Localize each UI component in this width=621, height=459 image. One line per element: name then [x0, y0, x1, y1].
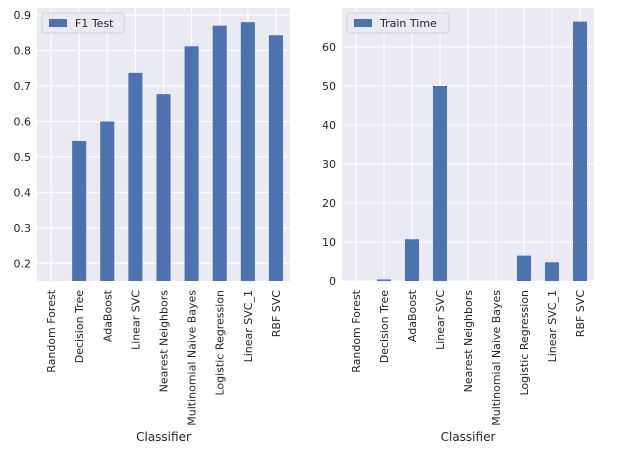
- x-tick-label: AdaBoost: [101, 289, 114, 342]
- y-tick-label: 10: [322, 236, 336, 249]
- x-axis-label: Classifier: [136, 430, 191, 444]
- x-tick-label: Logistic Regression: [518, 290, 531, 396]
- bar-linear-svc[interactable]: [128, 72, 143, 281]
- bar-linear-svc-1[interactable]: [240, 22, 255, 281]
- x-tick-label: RBF SVC: [270, 290, 283, 338]
- legend: Train Time: [346, 12, 450, 34]
- x-tick-label: Random Forest: [350, 289, 363, 372]
- x-tick-label: Logistic Regression: [214, 290, 227, 396]
- x-tick-label: Decision Tree: [73, 290, 86, 363]
- y-tick-label: 60: [322, 41, 336, 54]
- legend-swatch: [49, 19, 67, 27]
- x-tick-label: Multinomial Naive Bayes: [490, 290, 503, 426]
- y-tick-label: 40: [322, 119, 336, 132]
- legend-label: F1 Test: [75, 17, 114, 30]
- bar-adaboost[interactable]: [100, 121, 115, 281]
- x-tick-label: Nearest Neighbors: [158, 290, 171, 393]
- x-tick-label: Linear SVC: [129, 290, 142, 350]
- chart-panel-1: 0.2 0.3 0.4 0.5 0.6 0.7 0.8 0.9 Random Forest Dec…: [14, 8, 290, 444]
- y-tick-label: 20: [322, 197, 336, 210]
- bar-decision-tree[interactable]: [377, 279, 391, 281]
- x-tick-label: Random Forest: [45, 289, 58, 372]
- y-tick-label: 0.2: [14, 257, 32, 270]
- x-tick-label: Nearest Neighbors: [462, 290, 475, 393]
- y-tick-label: 0.9: [14, 9, 32, 22]
- y-tick-label: 0.5: [14, 151, 32, 164]
- y-tick-label: 0.8: [14, 45, 32, 58]
- bar-logistic-regression[interactable]: [517, 255, 531, 281]
- bar-linear-svc-1[interactable]: [545, 262, 559, 281]
- legend-swatch: [354, 19, 372, 27]
- legend-label: Train Time: [379, 17, 437, 30]
- bar-nearest-neighbors[interactable]: [156, 94, 171, 282]
- chart-panel-2: 0 10 20 30 40 50 60 Random Forest Decision Tree A…: [322, 8, 594, 444]
- y-tick-label: 0: [329, 275, 336, 288]
- y-tick-label: 0.6: [14, 115, 32, 128]
- y-tick-label: 0.7: [14, 80, 32, 93]
- bar-adaboost[interactable]: [405, 239, 419, 281]
- legend: F1 Test: [41, 12, 125, 34]
- bar-logistic-regression[interactable]: [212, 25, 227, 282]
- bar-linear-svc[interactable]: [433, 86, 447, 281]
- y-tick-label: 30: [322, 158, 336, 171]
- legend-box: [346, 12, 450, 34]
- bar-decision-tree[interactable]: [72, 140, 87, 281]
- y-tick-label: 0.4: [14, 186, 32, 199]
- x-tick-label: Multinomial Naive Bayes: [186, 290, 199, 426]
- x-tick-label: Linear SVC_1: [546, 290, 559, 362]
- x-tick-label: RBF SVC: [574, 290, 587, 338]
- bar-rbf-svc[interactable]: [268, 35, 283, 281]
- x-tick-label: AdaBoost: [406, 289, 419, 342]
- x-axis-label: Classifier: [441, 430, 496, 444]
- y-tick-label: 50: [322, 80, 336, 93]
- x-tick-label: Linear SVC: [434, 290, 447, 350]
- x-tick-label: Decision Tree: [378, 290, 391, 363]
- x-tick-label: Linear SVC_1: [242, 290, 255, 362]
- legend-box: [41, 12, 125, 34]
- bar-rbf-svc[interactable]: [573, 21, 587, 282]
- bar-multinomial-naive-bayes[interactable]: [184, 46, 199, 281]
- y-tick-label: 0.3: [14, 222, 32, 235]
